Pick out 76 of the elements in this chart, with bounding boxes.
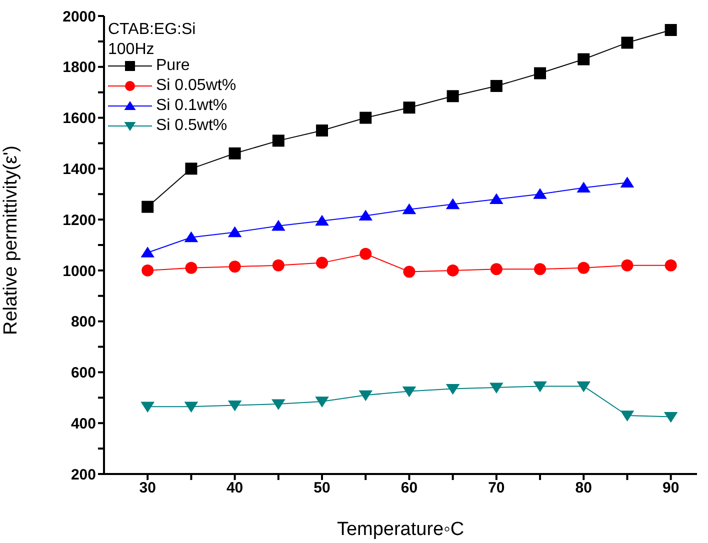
point (534, 263, 546, 276)
point (228, 147, 241, 160)
y-tick-label: 1800 (62, 59, 96, 76)
legend-label: Si 0.05wt% (156, 77, 236, 95)
point (185, 262, 198, 274)
point (360, 248, 372, 260)
point (490, 193, 504, 204)
annotation: CTAB:EG:Si (108, 21, 196, 38)
point (272, 259, 284, 272)
point (578, 53, 590, 66)
x-tick-label: 90 (662, 480, 680, 497)
point (446, 90, 459, 102)
point (621, 259, 634, 272)
point (360, 112, 372, 124)
point (316, 124, 328, 136)
point (534, 67, 546, 80)
point (490, 382, 504, 394)
x-tick-label: 40 (226, 480, 244, 497)
point (578, 262, 590, 274)
x-tick-label: 80 (575, 480, 592, 497)
point (664, 259, 677, 272)
y-tick-label: 400 (70, 415, 96, 432)
point (272, 134, 284, 147)
y-tick-label: 600 (70, 364, 96, 382)
point (140, 402, 155, 413)
point (185, 162, 198, 175)
point (620, 176, 634, 188)
point (664, 24, 677, 36)
point (533, 188, 547, 199)
point (184, 231, 198, 242)
point (228, 260, 241, 273)
point (490, 263, 502, 276)
annotation: 100Hz (108, 41, 154, 58)
point (576, 381, 591, 392)
point (533, 381, 547, 392)
point (142, 200, 154, 213)
point (315, 214, 329, 226)
legend-label: Si 0.5wt% (156, 117, 228, 135)
point (490, 80, 502, 92)
y-tick-label: 1400 (62, 160, 96, 178)
y-tick-label: 1200 (62, 212, 96, 229)
y-tick-label: 800 (70, 314, 96, 331)
legend-label: Si 0.1wt% (156, 97, 228, 115)
y-tick-label: 2000 (62, 8, 96, 26)
point (403, 266, 416, 278)
y-tick-label: 1000 (62, 262, 96, 280)
point (402, 386, 416, 398)
x-tick-label: 30 (139, 480, 156, 497)
point (315, 396, 329, 408)
point (664, 412, 678, 423)
point (402, 203, 416, 214)
point (358, 210, 373, 221)
point (228, 226, 242, 238)
point (272, 220, 286, 231)
point (446, 198, 460, 210)
point (272, 399, 286, 410)
point (621, 36, 634, 49)
point (142, 264, 154, 276)
point (184, 402, 198, 413)
y-tick-label: 1600 (62, 110, 96, 128)
point (576, 182, 591, 193)
point (140, 246, 155, 258)
x-axis-title: Temperature◦C (336, 519, 464, 540)
x-tick-label: 70 (488, 480, 505, 497)
point (228, 400, 242, 412)
point (446, 264, 459, 276)
y-tick-label: 200 (70, 466, 96, 484)
point (446, 384, 460, 395)
y-axis-title: Relative permittivity(ε') (0, 146, 22, 335)
point (403, 102, 416, 114)
point (358, 390, 373, 402)
point (620, 410, 634, 422)
point (316, 256, 328, 269)
x-tick-label: 50 (314, 480, 330, 497)
x-tick-label: 60 (400, 480, 418, 497)
legend-label: Pure (156, 57, 190, 75)
